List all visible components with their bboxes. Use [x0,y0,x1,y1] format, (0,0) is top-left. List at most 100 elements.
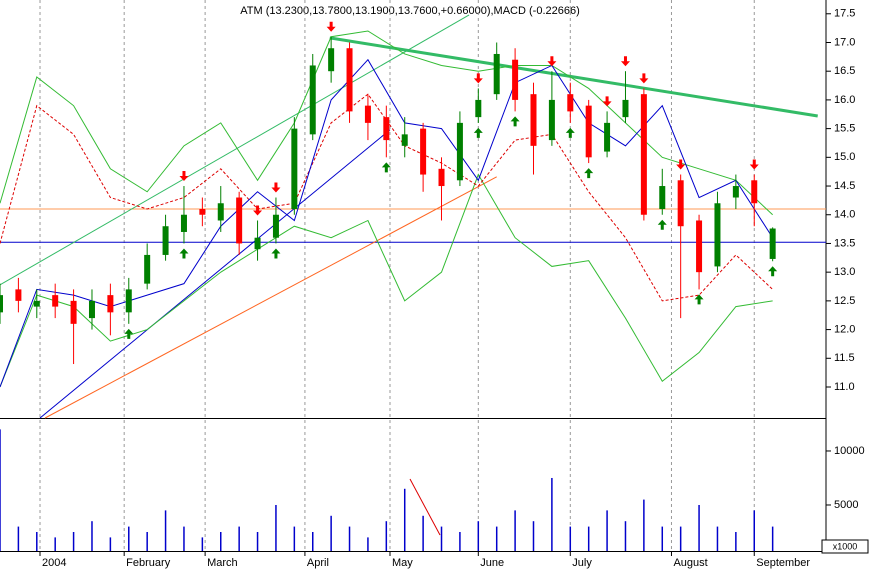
overlay-line [0,93,773,302]
candle-body [622,99,629,118]
candle-body [493,53,500,95]
y2-tick-label: 5000 [834,499,858,511]
buy-arrow [473,127,483,138]
candle-body [309,65,316,135]
sell-arrow [620,56,630,67]
candle-body [254,237,261,250]
y-tick-label: 15.0 [834,151,855,163]
y-tick-label: 14.0 [834,209,855,221]
x-tick-label: February [126,557,171,569]
y-tick-label: 11.5 [834,352,855,364]
candle-body [125,289,132,313]
candle-body [272,214,279,238]
y-tick-label: 13.5 [834,237,855,249]
candle-body [640,94,647,215]
sell-arrow [749,159,759,170]
sell-arrow [253,205,263,216]
x-tick-label: June [480,557,504,569]
sell-arrow [271,182,281,193]
buy-arrow [657,219,667,230]
y-tick-label: 12.0 [834,323,855,335]
y-tick-label: 15.5 [834,123,855,135]
candle-body [346,48,353,112]
buy-arrow [565,127,575,138]
trend-line [39,129,391,419]
y-tick-label: 16.5 [834,65,855,77]
y-tick-label: 17.5 [834,8,855,20]
candle-body [15,289,22,301]
sell-arrow [179,171,189,182]
y-tick-label: 11.0 [834,381,855,393]
buy-arrow [124,328,134,339]
y2-tick-label: 10000 [834,445,865,457]
candle-body [438,168,445,187]
volume-unit: x1000 [833,541,858,551]
buy-arrow [179,248,189,259]
buy-arrow [510,116,520,127]
candle-body [162,226,169,255]
candle-body [199,209,206,215]
x-tick-label: March [207,557,238,569]
candle-body [383,117,390,141]
sell-arrow [602,96,612,107]
y-tick-label: 12.5 [834,295,855,307]
sell-arrow [326,21,336,32]
buy-arrow [381,162,391,173]
y-tick-label: 16.0 [834,94,855,106]
candle-body [677,180,684,227]
candle-body [291,128,298,209]
candle-body [475,99,482,118]
candle-body [328,48,335,72]
buy-arrow [271,248,281,259]
candle-body [696,220,703,273]
y-tick-label: 17.0 [834,36,855,48]
candle-body [567,94,574,112]
candle-body [512,59,519,100]
chart-title: ATM (13.2300,13.7800,13.1900,13.7600,+0.… [240,5,580,17]
candle-body [420,128,427,175]
candle-body [107,295,114,313]
candle-body [456,122,463,181]
candle-body [180,214,187,232]
candle-body [732,186,739,198]
unit-box [821,539,869,554]
buy-arrow [768,266,778,277]
candle-body [585,105,592,158]
candle-body [70,300,77,324]
candle-body [88,300,95,319]
x-tick-label: July [572,557,592,569]
buy-arrow [694,294,704,305]
sell-arrow [639,73,649,84]
candle-body [364,105,371,123]
y-tick-label: 14.5 [834,180,855,192]
x-tick-label: 2004 [42,557,66,569]
candle-body [659,186,666,209]
candle-body [236,197,243,244]
candle-body [604,122,611,152]
sell-arrow [547,56,557,67]
x-tick-label: August [673,557,707,569]
candle-body [530,94,537,146]
candle-body [401,134,408,146]
trend-line [0,14,470,286]
volume-annotation-line [409,478,441,536]
y-tick-label: 13.0 [834,266,855,278]
candle-body [714,203,721,267]
x-tick-label: September [756,557,810,569]
sell-arrow [473,73,483,84]
candle-body [548,99,555,141]
candle-body [144,254,151,284]
candle-body [751,180,758,204]
trend-line [329,36,818,118]
trend-line [44,176,497,419]
x-tick-label: May [392,557,413,569]
buy-arrow [584,168,594,179]
sell-arrow [676,159,686,170]
candle-body [769,228,776,259]
candle-body [52,295,59,307]
candle-body [0,295,3,313]
x-tick-label: April [307,557,329,569]
